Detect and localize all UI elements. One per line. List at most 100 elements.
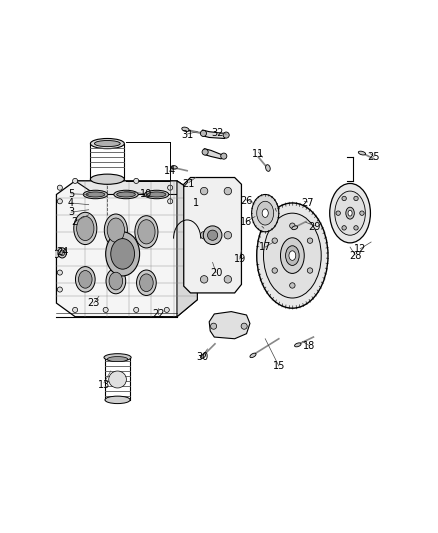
Ellipse shape — [221, 153, 227, 159]
Polygon shape — [209, 312, 250, 339]
Ellipse shape — [348, 211, 352, 216]
Text: 30: 30 — [196, 352, 208, 362]
Ellipse shape — [241, 323, 247, 329]
Ellipse shape — [203, 226, 222, 245]
Ellipse shape — [90, 139, 124, 149]
Text: 4: 4 — [68, 198, 74, 208]
Ellipse shape — [145, 190, 169, 199]
Ellipse shape — [208, 230, 218, 240]
Ellipse shape — [342, 225, 346, 230]
Text: 1: 1 — [193, 198, 199, 208]
Text: 28: 28 — [349, 251, 361, 261]
Ellipse shape — [90, 174, 124, 184]
Ellipse shape — [77, 216, 94, 240]
Polygon shape — [202, 130, 228, 139]
Ellipse shape — [250, 353, 256, 358]
Text: 14: 14 — [164, 166, 176, 176]
Ellipse shape — [137, 270, 156, 295]
Ellipse shape — [57, 270, 62, 275]
Ellipse shape — [78, 271, 92, 288]
Ellipse shape — [105, 396, 130, 403]
Text: 13: 13 — [98, 379, 110, 390]
Ellipse shape — [354, 196, 358, 200]
Ellipse shape — [104, 214, 127, 246]
Text: 3: 3 — [68, 207, 74, 217]
Ellipse shape — [307, 268, 313, 273]
Text: 22: 22 — [152, 309, 165, 319]
Ellipse shape — [200, 276, 208, 283]
Ellipse shape — [280, 238, 304, 273]
Ellipse shape — [83, 190, 108, 199]
Ellipse shape — [290, 223, 295, 229]
Ellipse shape — [224, 188, 232, 195]
Ellipse shape — [103, 179, 108, 183]
Ellipse shape — [211, 323, 217, 329]
Text: 26: 26 — [240, 196, 253, 206]
Ellipse shape — [95, 141, 120, 147]
Ellipse shape — [75, 266, 95, 292]
Ellipse shape — [286, 246, 299, 265]
Ellipse shape — [290, 282, 295, 288]
Ellipse shape — [171, 166, 177, 169]
Ellipse shape — [342, 196, 346, 200]
Ellipse shape — [346, 207, 354, 219]
Ellipse shape — [106, 268, 126, 294]
Ellipse shape — [200, 231, 208, 239]
Ellipse shape — [336, 211, 340, 215]
Ellipse shape — [74, 212, 97, 245]
Text: 20: 20 — [210, 268, 222, 278]
Ellipse shape — [224, 231, 232, 239]
Ellipse shape — [147, 192, 166, 197]
Polygon shape — [75, 181, 197, 195]
Ellipse shape — [251, 195, 279, 232]
Text: 27: 27 — [301, 198, 314, 208]
Text: 21: 21 — [183, 179, 195, 189]
Text: 2: 2 — [71, 216, 78, 227]
Text: 17: 17 — [259, 242, 272, 252]
Ellipse shape — [294, 343, 301, 347]
Ellipse shape — [292, 226, 298, 230]
Ellipse shape — [202, 149, 208, 155]
Text: 11: 11 — [252, 149, 265, 159]
Ellipse shape — [134, 179, 139, 183]
Ellipse shape — [335, 191, 365, 235]
Ellipse shape — [57, 185, 62, 190]
Text: 23: 23 — [88, 298, 100, 308]
Text: 31: 31 — [181, 130, 193, 140]
Ellipse shape — [114, 190, 138, 199]
Ellipse shape — [168, 199, 173, 204]
Ellipse shape — [257, 201, 274, 225]
Ellipse shape — [262, 209, 268, 217]
Ellipse shape — [201, 354, 206, 358]
Ellipse shape — [134, 308, 139, 312]
Ellipse shape — [117, 192, 135, 197]
Ellipse shape — [106, 232, 140, 276]
Ellipse shape — [73, 308, 78, 312]
Ellipse shape — [200, 188, 208, 195]
Ellipse shape — [289, 251, 296, 260]
Polygon shape — [57, 181, 197, 317]
Text: 10: 10 — [140, 189, 152, 199]
Ellipse shape — [135, 216, 158, 248]
Text: 29: 29 — [308, 222, 321, 232]
Ellipse shape — [223, 132, 229, 138]
Ellipse shape — [272, 268, 277, 273]
Ellipse shape — [103, 308, 108, 312]
Ellipse shape — [111, 239, 134, 269]
Ellipse shape — [182, 127, 189, 132]
Ellipse shape — [57, 287, 62, 292]
Ellipse shape — [265, 165, 270, 171]
Text: 15: 15 — [272, 361, 285, 371]
Text: 19: 19 — [233, 254, 246, 264]
Ellipse shape — [107, 218, 124, 242]
Ellipse shape — [164, 308, 170, 312]
Ellipse shape — [257, 203, 328, 308]
Ellipse shape — [53, 250, 60, 257]
Ellipse shape — [73, 179, 78, 183]
Ellipse shape — [140, 274, 153, 292]
Ellipse shape — [109, 272, 123, 290]
Ellipse shape — [168, 185, 173, 190]
Ellipse shape — [58, 248, 67, 258]
Text: 16: 16 — [240, 216, 253, 227]
Text: 25: 25 — [367, 152, 380, 162]
